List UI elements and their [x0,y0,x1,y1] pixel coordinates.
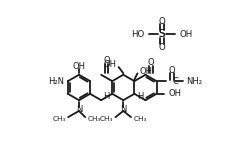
Text: CH₃: CH₃ [100,116,113,122]
Text: N: N [120,105,126,114]
Text: H: H [103,92,109,101]
Text: O: O [158,43,165,52]
Text: O: O [169,66,175,75]
Text: OH: OH [103,60,116,69]
Text: O: O [158,17,165,26]
Text: C: C [172,77,178,86]
Text: CH₃: CH₃ [52,116,66,122]
Text: OH: OH [180,30,193,39]
Text: OH: OH [139,67,152,76]
Text: CH₃: CH₃ [87,116,101,122]
Text: H: H [137,92,144,101]
Text: O: O [148,58,154,67]
Text: S: S [159,29,165,39]
Text: OH: OH [169,89,182,98]
Text: CH₃: CH₃ [133,116,147,122]
Text: OH: OH [73,62,85,71]
Text: S: S [159,29,165,39]
Text: H₂N: H₂N [48,77,64,86]
Text: HO: HO [131,30,144,39]
Text: N: N [76,105,82,114]
Text: O: O [103,56,110,65]
Text: NH₂: NH₂ [186,77,202,86]
